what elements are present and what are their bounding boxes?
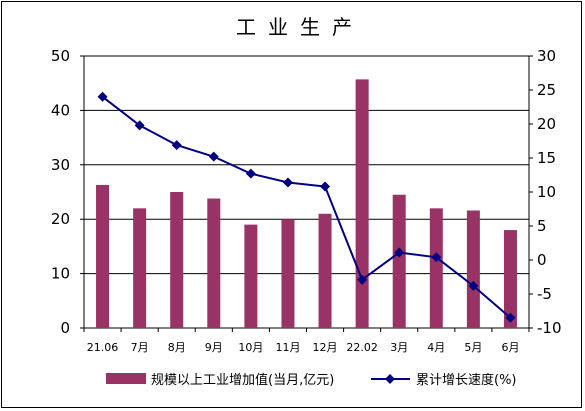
bar (355, 79, 369, 328)
right-axis-tick-label: 25 (537, 81, 556, 99)
x-axis-tick-label: 8月 (168, 341, 186, 354)
x-axis-tick-label: 7月 (131, 341, 149, 354)
bar (466, 210, 480, 328)
line-point (394, 247, 405, 258)
bar (281, 219, 295, 328)
x-axis-tick-label: 5月 (464, 341, 482, 354)
right-axis-tick-label: -10 (537, 319, 562, 337)
left-axis-tick-label: 20 (51, 210, 70, 228)
right-axis-tick-label: 5 (537, 217, 547, 235)
left-axis-tick-label: 10 (51, 265, 70, 283)
left-axis-tick-label: 40 (51, 101, 70, 119)
line-point (468, 280, 479, 291)
left-axis-tick-label: 30 (51, 156, 70, 174)
x-axis-tick-label: 4月 (427, 341, 445, 354)
bar (133, 208, 147, 328)
bar (503, 230, 517, 328)
right-axis-tick-label: -5 (537, 285, 552, 303)
x-axis-tick-label: 11月 (275, 341, 300, 354)
left-axis-tick-label: 50 (51, 47, 70, 65)
x-axis-tick-label: 22.02 (346, 341, 378, 354)
bar (318, 213, 332, 328)
legend-bar-label: 规模以上工业增加值(当月,亿元) (151, 372, 334, 388)
x-axis-tick-label: 10月 (238, 341, 263, 354)
legend-line-marker (385, 374, 395, 384)
left-axis-tick-label: 0 (60, 319, 70, 337)
line-point (431, 252, 442, 263)
line-point (320, 181, 331, 192)
right-axis-tick-label: 0 (537, 251, 547, 269)
line-series (97, 91, 516, 323)
line-point (97, 91, 108, 102)
x-axis: 21.06 7月 8月 9月 10月 11月 12月 22.02 3月 4月 5月 6月 (83, 328, 530, 354)
bar (207, 198, 221, 328)
right-axis: -10 -5 0 5 10 15 20 25 30 (529, 47, 562, 337)
bar (96, 184, 110, 328)
bar (429, 208, 443, 328)
left-axis: 0 10 20 30 40 50 (51, 47, 84, 337)
x-axis-tick-label: 3月 (390, 341, 408, 354)
line-point (357, 274, 368, 285)
line-point (245, 168, 256, 179)
x-axis-tick-label: 12月 (313, 341, 338, 354)
x-axis-tick-label: 6月 (501, 341, 519, 354)
right-axis-tick-label: 20 (537, 115, 556, 133)
bar-series (96, 79, 517, 328)
x-axis-tick-label: 21.06 (87, 341, 119, 354)
legend-line-label: 累计增长速度(%) (416, 372, 517, 388)
bar (392, 194, 406, 328)
line-point (171, 140, 182, 151)
line-point (134, 120, 145, 131)
gridlines (84, 109, 529, 275)
line-point (282, 177, 293, 188)
legend: 规模以上工业增加值(当月,亿元) 累计增长速度(%) (106, 372, 517, 388)
right-axis-tick-label: 10 (537, 183, 556, 201)
right-axis-tick-label: 30 (537, 47, 556, 65)
right-axis-tick-label: 15 (537, 149, 556, 167)
bar (170, 192, 184, 328)
x-axis-tick-label: 9月 (205, 341, 223, 354)
bar (244, 224, 258, 328)
series-line (101, 96, 512, 319)
line-point (505, 312, 516, 323)
line-point (208, 151, 219, 162)
chart-title: 工业生产 (236, 15, 364, 39)
legend-bar-swatch (106, 373, 146, 384)
plot-area (83, 55, 530, 329)
